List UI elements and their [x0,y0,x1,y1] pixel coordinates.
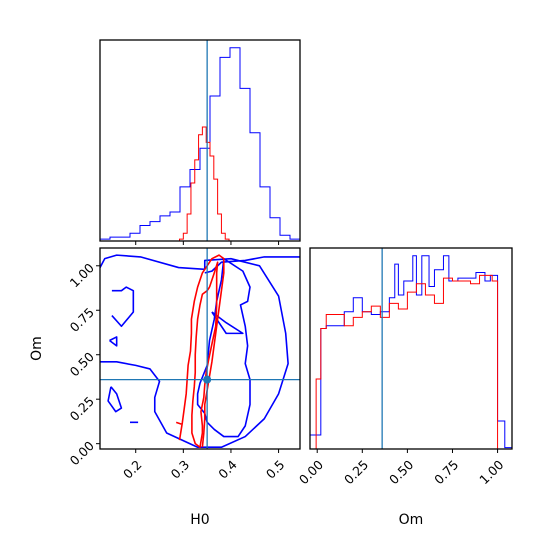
om-y-tick-label: 0.25 [67,394,97,424]
contour-line [196,258,251,438]
h0-marginal-series [100,47,300,241]
h0-x-tick-label: 0.5 [263,457,288,482]
h0-x-tick-label: 0.4 [215,457,240,482]
om-x-tick-label: 1.00 [476,457,506,487]
contour-line [204,256,300,274]
om-histogram [315,274,499,449]
contour-line [107,386,123,413]
h0-marginal-panel [99,39,301,245]
h0-x-tick-label: 0.3 [168,457,193,482]
contour-line [111,286,135,328]
contour-line [191,261,219,449]
contour-line [109,336,118,347]
contour-frame [99,247,301,450]
om-x-tick-label: 0.50 [386,457,416,487]
h0-marginal-frame [99,39,301,242]
om-marginal-series [310,255,512,449]
om-marginal-frame [309,247,513,450]
om-x-tick-label: 0.00 [296,457,326,487]
om-axis-label: Om [399,512,424,528]
om-x-tick-label: 0.75 [431,457,461,487]
contour-line [178,254,225,448]
om-y-tick-label: 0.00 [67,438,97,468]
contour-line [211,311,244,335]
om-x-tick-label: 0.25 [341,457,371,487]
om-y-tick-label: 1.00 [67,260,97,290]
contour-line [100,254,289,449]
h0-x-tick-label: 0.2 [120,457,145,482]
contour-line [175,421,182,425]
om-axis-label: Om [29,336,45,361]
h0-histogram [100,47,300,241]
om-y-tick-label: 0.50 [67,349,97,379]
om-marginal-panel: 0.00 0.25 0.50 0.75 1.00 Om [296,247,513,528]
om-y-tick-label: 0.75 [67,305,97,335]
contour-series [100,254,300,449]
om-histogram [310,255,512,449]
truth-point [203,375,212,384]
h0-axis-label: H0 [190,512,209,528]
h0-histogram [179,126,230,241]
h0-om-contour-panel: 0.2 0.3 0.4 0.5 0.00 0.25 0.50 0.75 1.00 H0 Om [29,247,301,528]
